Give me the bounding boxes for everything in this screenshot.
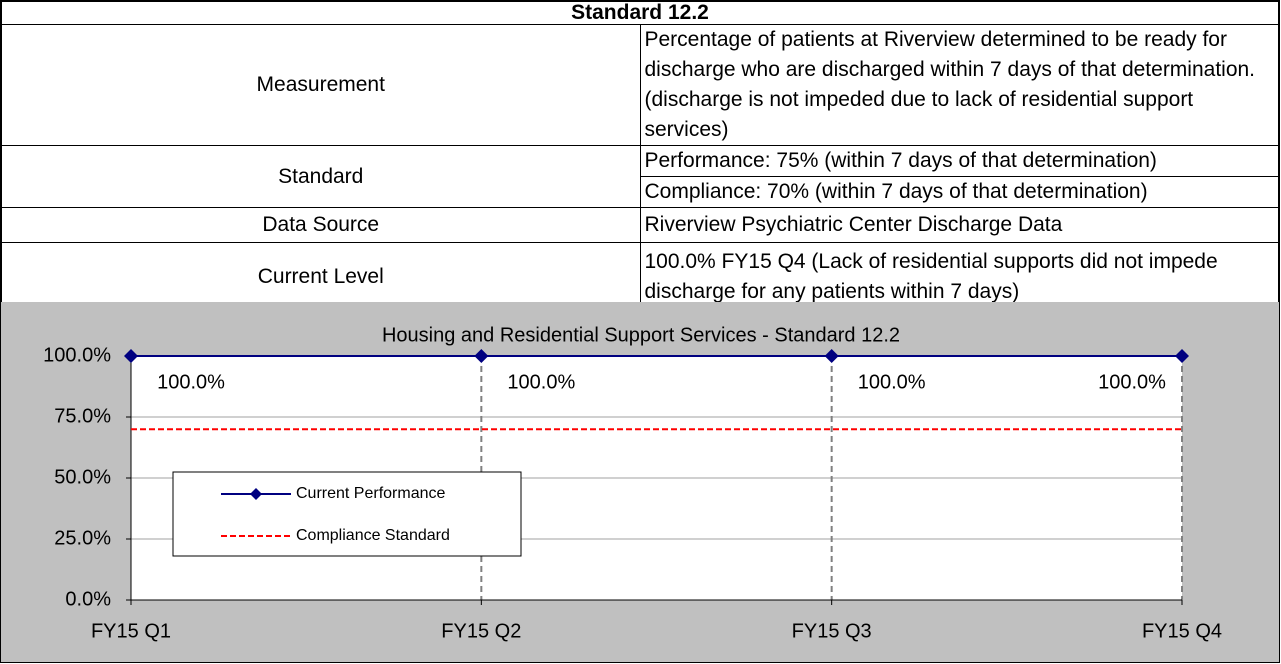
row-value: Performance: 75% (within 7 days of that … bbox=[639, 145, 1279, 177]
legend-label: Current Performance bbox=[296, 485, 445, 502]
data-label: 100.0% bbox=[157, 371, 225, 393]
y-tick-label: 50.0% bbox=[54, 466, 111, 488]
legend-marker bbox=[250, 488, 262, 500]
table-title: Standard 12.2 bbox=[1, 1, 1279, 25]
x-tick-label: FY15 Q3 bbox=[792, 620, 872, 642]
chart-title: Housing and Residential Support Services… bbox=[382, 324, 900, 346]
row-label: Data Source bbox=[1, 207, 641, 243]
y-tick-label: 0.0% bbox=[65, 588, 111, 610]
standard-table: Standard 12.2 Measurement Percentage of p… bbox=[1, 1, 1279, 312]
point-marker bbox=[474, 349, 489, 363]
point-marker bbox=[124, 349, 138, 363]
data-label: 100.0% bbox=[1098, 371, 1166, 393]
row-label: Standard bbox=[1, 145, 641, 208]
table-row: Compliance: 70% (within 7 days of that d… bbox=[2, 176, 1279, 208]
y-tick-label: 100.0% bbox=[43, 344, 111, 366]
table-row: Standard Performance: 75% (within 7 days … bbox=[1, 145, 1279, 208]
y-tick-label: 25.0% bbox=[54, 527, 111, 549]
row-label: Measurement bbox=[1, 24, 641, 146]
table-row: Measurement Percentage of patients at Riv… bbox=[1, 24, 1279, 146]
row-value: 100.0% FY15 Q4 (Lack of residential supp… bbox=[639, 242, 1279, 312]
row-value: Riverview Psychiatric Center Discharge D… bbox=[639, 207, 1279, 243]
x-tick-label: FY15 Q1 bbox=[91, 620, 171, 642]
row-label: Current Level bbox=[1, 242, 641, 312]
y-tick-label: 75.0% bbox=[54, 405, 111, 427]
table-row: Current Level 100.0% FY15 Q4 (Lack of res… bbox=[1, 242, 1279, 312]
row-value: Compliance: 70% (within 7 days of that d… bbox=[639, 176, 1279, 208]
point-marker bbox=[1175, 349, 1189, 363]
table-row: Data Source Riverview Psychiatric Center … bbox=[1, 207, 1279, 243]
data-label: 100.0% bbox=[507, 371, 575, 393]
chart: Housing and Residential Support Services… bbox=[1, 302, 1279, 662]
legend-box bbox=[172, 471, 522, 557]
row-value: Percentage of patients at Riverview dete… bbox=[639, 24, 1279, 146]
x-tick-label: FY15 Q4 bbox=[1142, 620, 1222, 642]
data-label: 100.0% bbox=[858, 371, 926, 393]
legend-label: Compliance Standard bbox=[296, 527, 450, 544]
point-marker bbox=[824, 349, 839, 363]
x-tick-label: FY15 Q2 bbox=[441, 620, 521, 642]
